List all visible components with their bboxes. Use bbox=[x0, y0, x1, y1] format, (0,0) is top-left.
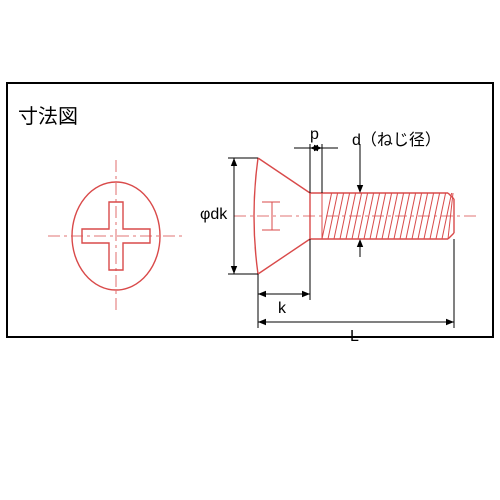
label-phi-dk: φdk bbox=[200, 206, 227, 224]
label-d-thread: d（ねじ径） bbox=[352, 126, 441, 150]
diagram-canvas: 寸法図 φdk k p d（ねじ径） L bbox=[0, 0, 500, 500]
label-k: k bbox=[278, 300, 286, 318]
label-L: L bbox=[350, 328, 359, 346]
drawing-svg bbox=[0, 0, 500, 500]
label-p: p bbox=[310, 126, 319, 144]
